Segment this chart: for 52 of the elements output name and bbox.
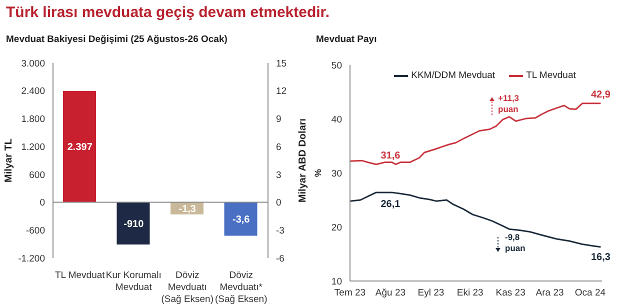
y-tick-label: 30 bbox=[331, 168, 342, 180]
y-tick-label: 20 bbox=[331, 222, 342, 234]
chart-title: Türk lirası mevduata geçiş devam etmektedir. bbox=[6, 4, 330, 21]
x-tick-label: Eki 23 bbox=[456, 288, 484, 299]
annotation: -9,8 puan bbox=[505, 232, 526, 253]
x-tick-label: Eyl 23 bbox=[418, 288, 444, 299]
data-label: -910 bbox=[124, 218, 144, 230]
x-tick-label: Ara 23 bbox=[536, 288, 564, 299]
data-label: 2.397 bbox=[67, 142, 93, 154]
annotation: 26,1 bbox=[380, 199, 401, 210]
y2-tick-label: 9 bbox=[276, 114, 282, 126]
y-tick-label: 50 bbox=[331, 60, 342, 72]
line-series bbox=[350, 102, 602, 166]
annotation: 42,9 bbox=[590, 89, 611, 100]
y2-tick-label: 12 bbox=[276, 86, 287, 98]
y-tick-label: 10 bbox=[331, 276, 342, 288]
annotation: +11,3 puan bbox=[498, 93, 520, 114]
x-tick-label: Döviz Mevduatı* (Sağ Eksen) bbox=[214, 270, 268, 305]
chart-title: Mevduat Payı bbox=[316, 34, 377, 45]
y-tick-label: -1.200 bbox=[18, 253, 45, 264]
x-tick-label: Döviz Mevduatı (Sağ Eksen) bbox=[161, 270, 214, 305]
chart-subtitle: Mevduat Bakiyesi Değişimi (25 Ağustos-26 Ocak) bbox=[6, 34, 228, 45]
y2-tick-label: -6 bbox=[276, 253, 284, 264]
y2-tick-label: -3 bbox=[276, 226, 284, 237]
x-tick-label: Oca 24 bbox=[574, 288, 606, 299]
y-tick-label: 40 bbox=[331, 114, 342, 126]
y-tick-label: 3.000 bbox=[21, 58, 45, 70]
x-tick-label: Ağu 23 bbox=[375, 288, 406, 299]
x-tick-label: Tem 23 bbox=[334, 288, 366, 299]
y2-tick-label: 0 bbox=[276, 198, 282, 209]
y2-tick-label: 3 bbox=[276, 170, 282, 181]
annotation: 31,6 bbox=[380, 150, 401, 162]
data-label: -1,3 bbox=[178, 204, 196, 215]
y2-tick-label: 6 bbox=[276, 142, 282, 153]
y2-tick-label: 15 bbox=[276, 58, 287, 70]
annotation: 16,3 bbox=[590, 252, 611, 263]
x-tick-label: Kur Korumalı Mevduat bbox=[106, 270, 162, 293]
line-series bbox=[350, 192, 602, 248]
y-tick-label: -600 bbox=[26, 226, 45, 237]
legend-label: TL Mevduat bbox=[525, 70, 576, 81]
y-axis-title: % bbox=[313, 168, 324, 178]
y-tick-label: 2.400 bbox=[21, 86, 45, 98]
x-tick-label: TL Mevduat bbox=[54, 270, 106, 281]
y-axis-title: Milyar TL bbox=[4, 138, 15, 182]
legend-label: KKM/DDM Mevduat bbox=[410, 70, 496, 81]
y2-axis-title: Milyar ABD Doları bbox=[298, 118, 309, 203]
data-label: -3,6 bbox=[232, 214, 250, 226]
y-tick-label: 600 bbox=[29, 170, 45, 181]
y-tick-label: 1.200 bbox=[21, 142, 45, 153]
y-tick-label: 1.800 bbox=[21, 114, 45, 126]
y-tick-label: 0 bbox=[40, 198, 45, 209]
x-tick-label: Kas 23 bbox=[496, 288, 526, 299]
